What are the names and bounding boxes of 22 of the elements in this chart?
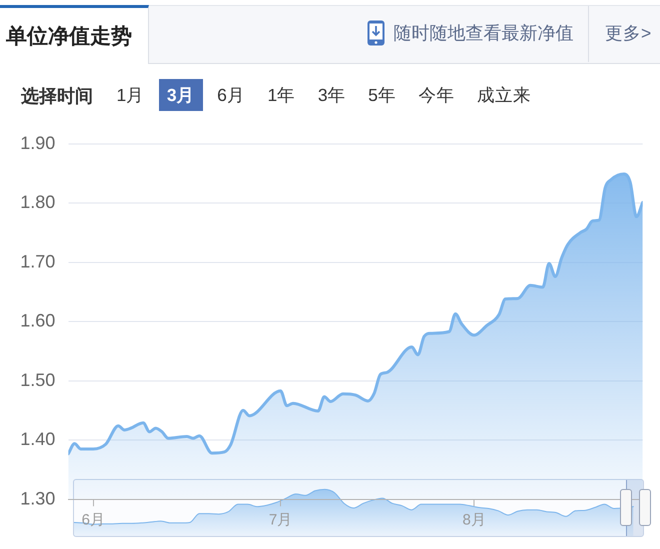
chart-title: 单位净值走势 [6,24,132,50]
period-button: 3年 [310,79,354,112]
text: 选择时间 [21,85,93,108]
period-button: 1年 [259,79,304,112]
period-button: 3月 [158,79,203,112]
active-tab: 单位净值走势 [0,5,149,64]
y-tick-label: 1.30 [20,488,56,508]
period-button: 1月 [108,79,152,112]
period-button: 今年 [410,79,462,112]
y-tick-label: 1.50 [20,370,56,390]
x-tick-label: 8月 [462,511,486,528]
y-tick-label: 1.80 [20,192,56,212]
text: 随时随地查看最新净值 [394,22,574,45]
y-tick-label: 1.70 [20,251,56,272]
y-tick-label: 1.90 [20,132,56,153]
x-tick-label: 7月 [268,511,292,528]
period-button: 成立来 [469,79,540,112]
text: 更多> [605,22,652,45]
y-tick-label: 1.60 [20,310,56,331]
y-tick-label: 1.40 [20,429,56,450]
period-button: 6月 [209,79,253,112]
period-button: 5年 [360,79,404,112]
